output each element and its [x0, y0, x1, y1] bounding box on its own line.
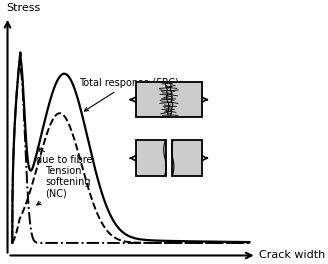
Bar: [135, 140, 166, 176]
Text: Tension
softening
(NC): Tension softening (NC): [37, 166, 91, 205]
Text: due to fibre: due to fibre: [36, 148, 92, 166]
Bar: [172, 140, 202, 176]
Text: Crack width: Crack width: [259, 251, 325, 261]
Text: Total response (FRC): Total response (FRC): [79, 78, 178, 111]
Bar: [135, 82, 202, 117]
Text: Stress: Stress: [6, 3, 41, 13]
